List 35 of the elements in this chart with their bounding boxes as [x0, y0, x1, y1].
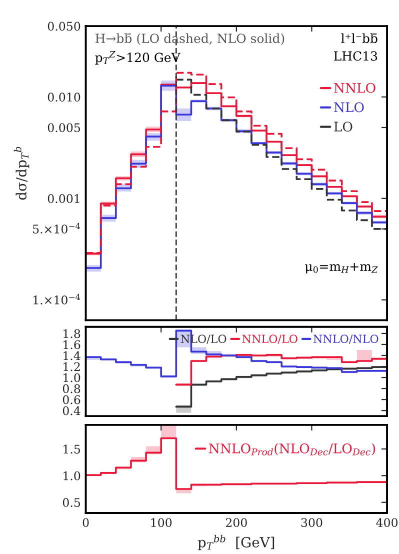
- y-tick-label: 0.6: [62, 395, 80, 404]
- y-tick-label: 1.0: [64, 471, 80, 480]
- legend-label: NNLO$_{Prod}$(NLO$_{Dec}$/LO$_{Dec}$): [209, 443, 376, 456]
- x-tick-label: 100: [151, 518, 172, 528]
- x-tick-label: 400: [376, 518, 398, 528]
- y-tick-label: 0.8: [62, 384, 80, 394]
- x-axis-title: p$_{T}$$^{bb}$ [GeV]: [198, 534, 274, 550]
- y-tick-label: 0.4: [62, 406, 80, 416]
- x-tick-label: 300: [301, 518, 322, 528]
- annotation: l⁺l⁻bb̄: [341, 33, 378, 44]
- y-tick-label: 0.050: [48, 22, 80, 31]
- annotation: LHC13: [334, 51, 378, 61]
- y-tick-label: 1.6: [64, 340, 80, 350]
- annotation: H→bb̄ (LO dashed, NLO solid): [96, 33, 284, 45]
- y-tick-label: 0.001: [48, 194, 80, 204]
- legend-label: NLO: [334, 102, 364, 112]
- y-tick-label: 1.2: [64, 362, 80, 372]
- y-tick-label: 1.5: [64, 444, 80, 454]
- legend-label: LO: [334, 122, 352, 132]
- y-tick-label: 5.×10$^{−4}$: [33, 222, 80, 234]
- annotation: p$_{T}$$^{Z}$>120 GeV: [95, 51, 181, 65]
- y-tick-label: 1.4: [64, 351, 80, 360]
- y-tick-label: 1.×10$^{−4}$: [33, 294, 80, 304]
- y-tick-label: 1.8: [64, 329, 80, 338]
- y-tick-label: 0.5: [62, 498, 80, 507]
- y-axis-title: dσ/dp$_{T}$$^{b}$: [14, 146, 30, 200]
- y-tick-label: 0.010: [48, 92, 80, 102]
- y-tick-label: 0.005: [48, 123, 80, 132]
- legend-label: NNLO/NLO: [314, 334, 378, 344]
- annotation: μ$_{0}$=m$_{H}$+m$_{Z}$: [305, 262, 378, 274]
- y-tick-label: 1.0: [64, 373, 80, 382]
- legend-label: NNLO/LO: [242, 334, 298, 344]
- x-tick-label: 0: [82, 518, 89, 528]
- legend-label: NNLO: [334, 82, 376, 93]
- x-tick-label: 200: [226, 518, 247, 528]
